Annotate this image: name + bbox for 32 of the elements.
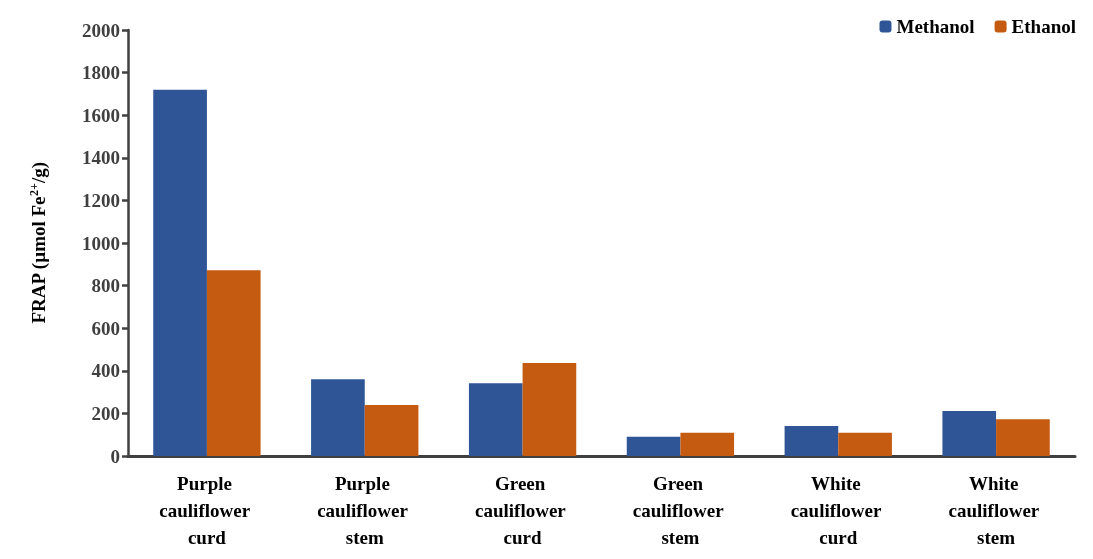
legend-label: Ethanol xyxy=(1011,16,1077,37)
y-tick-label: 200 xyxy=(91,402,120,424)
y-tick-label: 800 xyxy=(91,275,120,297)
legend-label: Methanol xyxy=(896,16,975,37)
x-tick-label: White cauliflower stem xyxy=(948,473,1044,548)
bar xyxy=(364,404,419,456)
bar xyxy=(153,89,207,456)
bar xyxy=(468,383,523,456)
y-tick-label: 2000 xyxy=(82,19,120,41)
bar xyxy=(626,436,681,456)
y-tick-label: 600 xyxy=(91,317,120,339)
y-tick-label: 1000 xyxy=(82,232,120,254)
y-tick-label: 1800 xyxy=(82,62,120,84)
bar xyxy=(311,379,365,456)
x-tick-label: Purple cauliflower stem xyxy=(317,473,413,548)
y-tick-label: 1400 xyxy=(82,147,120,169)
bar xyxy=(784,425,839,456)
x-tick-label: Green cauliflower stem xyxy=(632,473,728,548)
bar xyxy=(838,432,892,456)
bar xyxy=(522,362,577,456)
x-tick-label: Green cauliflower curd xyxy=(475,473,571,548)
bar xyxy=(680,432,735,456)
y-tick-label: 400 xyxy=(91,360,120,382)
y-axis-title: FRAP (µmol Fe2+/g) xyxy=(27,161,50,324)
y-tick-label: 1200 xyxy=(82,189,120,211)
x-tick-label: White cauliflower curd xyxy=(790,473,886,548)
y-tick-label: 0 xyxy=(110,445,120,467)
bar xyxy=(942,411,997,456)
bar xyxy=(206,270,261,456)
x-tick-label: Purple cauliflower curd xyxy=(159,473,255,548)
y-tick-label: 1600 xyxy=(82,104,120,126)
bar xyxy=(996,419,1050,456)
